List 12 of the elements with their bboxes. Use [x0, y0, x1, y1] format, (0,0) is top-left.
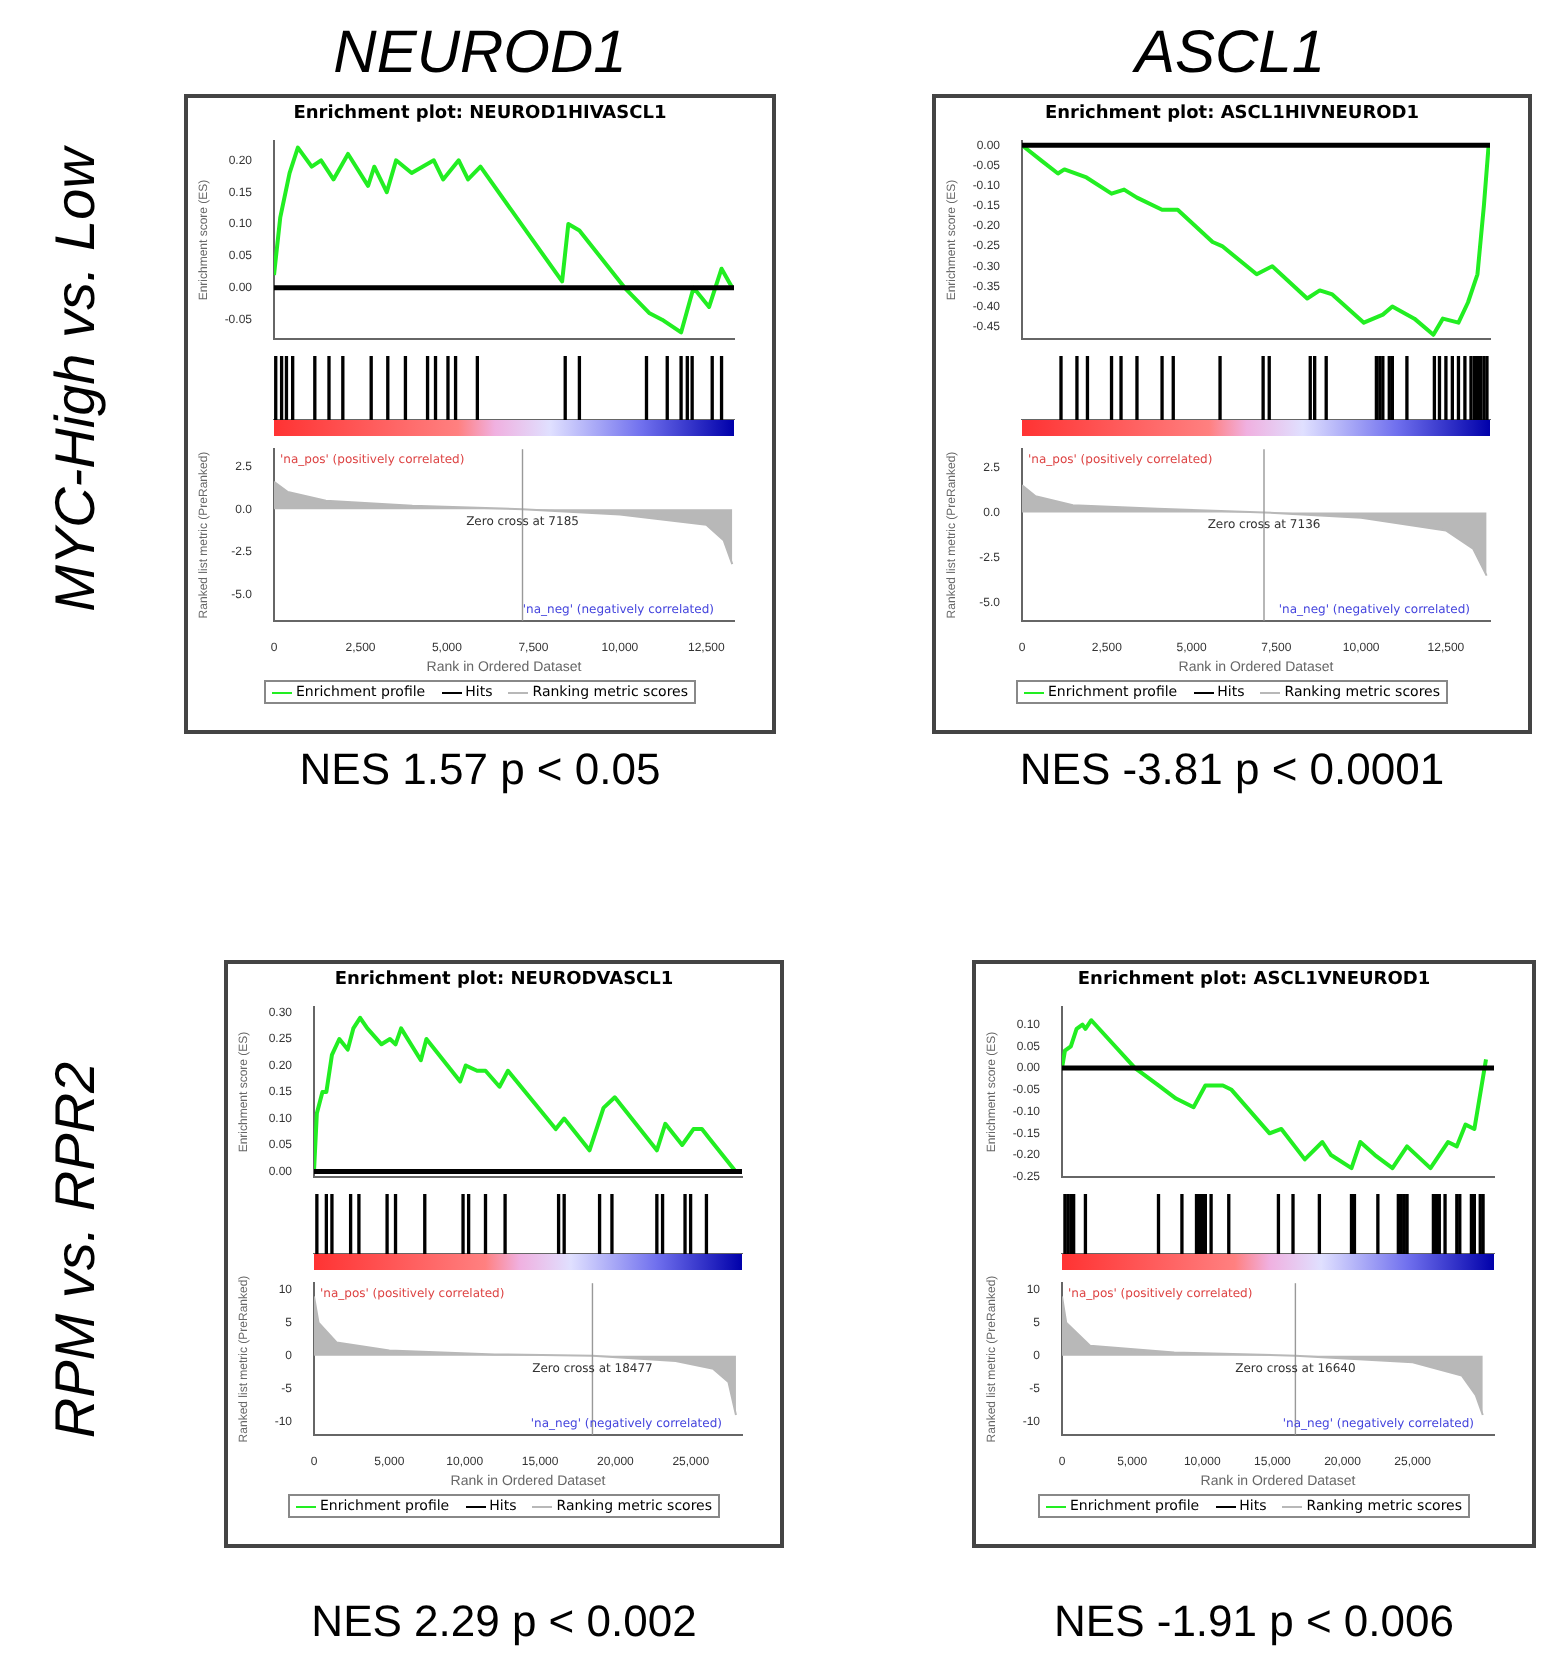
chart-title: Enrichment plot: ASCL1VNEUROD1	[1075, 968, 1433, 994]
text: ASCL1	[1134, 20, 1326, 88]
text: NES 2.29 p < 0.002	[311, 1596, 697, 1648]
text: MYC-High vs. Low	[44, 148, 108, 612]
text: NEUROD1	[333, 20, 627, 88]
text: RPM vs. RPR2	[44, 1061, 108, 1439]
chart-title: Enrichment plot: ASCL1HIVNEUROD1	[1042, 102, 1422, 128]
text: NES -3.81 p < 0.0001	[1019, 744, 1445, 796]
text: NES 1.57 p < 0.05	[299, 744, 661, 796]
chart-title: Enrichment plot: NEUROD1HIVASCL1	[291, 102, 669, 128]
text: NES -1.91 p < 0.006	[1054, 1596, 1454, 1648]
chart-title: Enrichment plot: NEURODVASCL1	[332, 968, 676, 994]
